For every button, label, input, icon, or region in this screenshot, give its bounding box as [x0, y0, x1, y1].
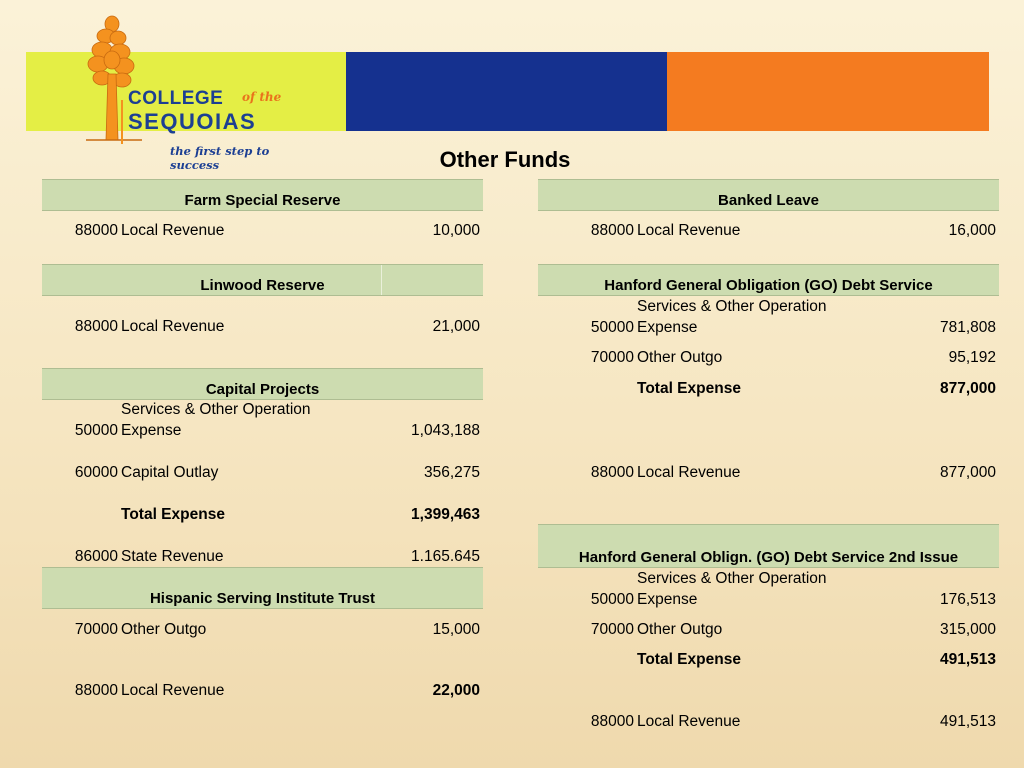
line-amount: 315,000	[939, 621, 996, 638]
line-amount: 22,000	[432, 682, 480, 699]
hispanic-serving-institute-trust-header: Hispanic Serving Institute Trust	[42, 567, 483, 609]
line-amount: 21,000	[432, 318, 480, 335]
section-header-label: Hanford General Oblign. (GO) Debt Servic…	[578, 549, 959, 566]
line-description-line1: Services & Other Operation	[637, 298, 827, 315]
line-amount: 781,808	[939, 319, 996, 336]
line-amount: 15,000	[432, 621, 480, 638]
line-description: Local Revenue	[637, 222, 741, 239]
section-header-label: Hispanic Serving Institute Trust	[149, 590, 376, 607]
hanford-go-debt-service-header: Hanford General Obligation (GO) Debt Ser…	[538, 264, 999, 296]
account-code: 50000	[74, 422, 118, 439]
account-code: 70000	[590, 349, 634, 366]
header-cell-divider	[381, 265, 382, 295]
account-code: 88000	[74, 682, 118, 699]
line-amount: 176,513	[939, 591, 996, 608]
linwood-reserve-header: Linwood Reserve	[42, 264, 483, 296]
line-description: Capital Outlay	[121, 464, 219, 481]
line-amount: 356,275	[423, 464, 480, 481]
section-header-label: Farm Special Reserve	[184, 192, 341, 209]
banner-band-green	[26, 52, 346, 131]
line-amount: 491,513	[939, 713, 996, 730]
logo-tagline: the first step to success	[170, 144, 270, 172]
line-description: Other Outgo	[637, 621, 723, 638]
line-description-line2: Expense	[121, 422, 182, 439]
total-amount: 491,513	[939, 651, 996, 668]
logo-divider	[120, 100, 126, 144]
banner-band-blue	[346, 52, 667, 131]
line-description-line1: Services & Other Operation	[121, 401, 311, 418]
total-label: Total Expense	[121, 506, 225, 523]
account-code: 88000	[590, 464, 634, 481]
banked-leave-header: Banked Leave	[538, 179, 999, 211]
total-amount: 1,399,463	[411, 506, 480, 523]
line-description: Local Revenue	[637, 713, 741, 730]
logo-ofthe-text: of the	[242, 90, 282, 104]
line-amount: 16,000	[948, 222, 996, 239]
line-description: State Revenue	[121, 548, 224, 565]
total-label: Total Expense	[637, 380, 741, 397]
header-banner	[26, 52, 989, 131]
section-header-label: Linwood Reserve	[200, 277, 325, 294]
total-amount: 877,000	[939, 380, 996, 397]
line-amount: 1.165.645	[411, 548, 480, 565]
line-description-line1: Services & Other Operation	[637, 570, 827, 587]
section-header-label: Banked Leave	[718, 192, 819, 209]
line-description: Other Outgo	[121, 621, 207, 638]
account-code: 88000	[590, 222, 634, 239]
account-code: 88000	[590, 713, 634, 730]
hanford-go-debt-service-2nd-issue-header: Hanford General Oblign. (GO) Debt Servic…	[538, 524, 999, 568]
account-code: 88000	[74, 222, 118, 239]
section-header-label: Capital Projects	[205, 381, 320, 398]
capital-projects-header: Capital Projects	[42, 368, 483, 400]
college-logo: COLLEGE of the SEQUOIAS the first step t…	[80, 14, 320, 172]
line-amount: 1,043,188	[411, 422, 480, 439]
line-description-line2: Expense	[637, 591, 698, 608]
logo-college-text: COLLEGE	[128, 88, 224, 109]
line-amount: 95,192	[948, 349, 996, 366]
logo-sequoias-text: SEQUOIAS	[128, 109, 257, 134]
account-code: 88000	[74, 318, 118, 335]
line-description: Local Revenue	[121, 318, 225, 335]
account-code: 50000	[590, 319, 634, 336]
account-code: 86000	[74, 548, 118, 565]
section-header-label: Hanford General Obligation (GO) Debt Ser…	[604, 277, 933, 294]
total-label: Total Expense	[637, 651, 741, 668]
line-amount: 877,000	[939, 464, 996, 481]
sequoia-tree-icon	[86, 15, 142, 141]
line-description-line2: Expense	[637, 319, 698, 336]
line-description: Local Revenue	[637, 464, 741, 481]
account-code: 50000	[590, 591, 634, 608]
page-title: Other Funds	[439, 147, 571, 172]
line-amount: 10,000	[432, 222, 480, 239]
line-description: Other Outgo	[637, 349, 723, 366]
account-code: 60000	[74, 464, 118, 481]
line-description: Local Revenue	[121, 222, 225, 239]
farm-special-reserve-header: Farm Special Reserve	[42, 179, 483, 211]
banner-band-orange	[667, 52, 989, 131]
line-description: Local Revenue	[121, 682, 225, 699]
account-code: 70000	[590, 621, 634, 638]
account-code: 70000	[74, 621, 118, 638]
